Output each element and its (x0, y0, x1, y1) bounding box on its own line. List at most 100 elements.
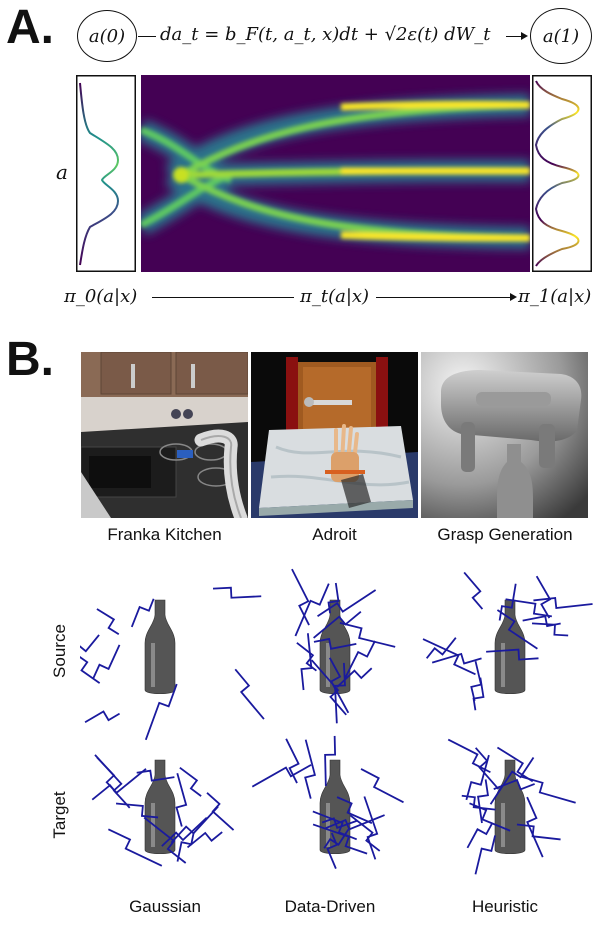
grasp-pose (291, 568, 310, 626)
grasp-pose (344, 640, 376, 679)
target-density-plot (532, 75, 592, 272)
grasp-pose (212, 586, 262, 599)
grasp-pose (496, 746, 534, 783)
grasp-pose (300, 633, 313, 691)
grasp-comparison-grid (80, 568, 593, 875)
grasp-pose (533, 597, 593, 609)
grasp-pose (336, 667, 373, 688)
env-caption-franka: Franka Kitchen (107, 525, 222, 544)
grasp-pose (312, 810, 358, 841)
grasp-pose (143, 816, 187, 864)
panel-a-label: A. (6, 1, 54, 54)
grasp-pose (170, 805, 219, 844)
grasp-pose (360, 768, 404, 804)
bottle (144, 599, 176, 695)
grasp-pose (84, 710, 121, 724)
grasp-pose (107, 828, 163, 867)
bottle-highlight (151, 643, 155, 687)
grasp-cell-r0-c0 (80, 586, 265, 741)
grasp-pose (535, 575, 552, 619)
grasp-cell-r1-c1 (251, 735, 404, 869)
grasp-pose (179, 766, 202, 797)
grasp-cell-r0-c1 (291, 568, 396, 724)
grasp-pose (94, 754, 131, 809)
bottle-highlight (326, 643, 330, 687)
grasp-generation-image (421, 352, 588, 518)
grasp-pose (422, 638, 476, 676)
adroit-image (251, 352, 418, 518)
initial-density-curve (79, 82, 120, 266)
row-label-source: Source (50, 624, 69, 678)
grasp-pose (447, 738, 491, 774)
initial-density-plot (76, 75, 136, 272)
grasp-pose (489, 757, 535, 805)
grasp-pose (312, 823, 368, 855)
pit-to-pi1-line (376, 297, 511, 299)
grasp-pose (461, 794, 496, 811)
start-node-label: a(0) (88, 25, 126, 47)
grasp-pose (80, 634, 100, 653)
grasp-pose (321, 817, 357, 829)
grasp-pose (465, 754, 490, 801)
pi1-label: π_1(a|x) (518, 286, 592, 307)
grasp-pose (96, 608, 120, 636)
panel-b-label: B. (6, 333, 54, 386)
grasp-pose (296, 642, 317, 672)
grasp-pose (463, 571, 484, 610)
grasp-pose (526, 796, 544, 858)
grasp-cell-r0-c2 (422, 571, 593, 711)
grasp-pose (496, 609, 538, 650)
grasp-pose (470, 660, 483, 702)
pi0-to-pit-line (152, 297, 294, 299)
grasp-pose (323, 829, 350, 849)
franka-kitchen-image (81, 352, 248, 518)
grasp-pose (474, 835, 496, 875)
env-caption-grasp: Grasp Generation (437, 525, 573, 544)
target-density-curve (534, 80, 580, 267)
grasp-pose (176, 832, 195, 862)
equation-line-left (138, 36, 156, 38)
bottle-highlight (501, 643, 505, 687)
pi0-label: π_0(a|x) (64, 286, 138, 307)
equation-arrowhead (521, 32, 528, 40)
grasp-pose (425, 637, 457, 659)
grasp-pose (304, 739, 316, 799)
grasp-pose (475, 747, 500, 790)
grasp-pose (493, 778, 535, 791)
grasp-cell-r1-c0 (91, 754, 235, 867)
grasp-cell-r1-c2 (447, 738, 576, 875)
grasp-pose (115, 802, 159, 819)
equation-arrow (506, 36, 524, 38)
grasp-pose (80, 655, 101, 684)
pit-label: π_t(a|x) (300, 286, 370, 307)
grasp-pose (317, 589, 377, 618)
grasp-pose (313, 611, 362, 639)
grasp-pose (234, 668, 265, 720)
col-caption-heuristic: Heuristic (471, 897, 539, 916)
sde-equation: da_t = b_F(t, a_t, x)dt + √2ε(t) dW_t (160, 24, 491, 45)
grasp-pose (486, 648, 539, 661)
grasp-pose (251, 764, 312, 788)
grasp-pose (313, 637, 357, 650)
end-node: a(1) (530, 8, 592, 64)
bottle (144, 759, 176, 855)
grasp-pose (466, 822, 494, 849)
grasp-pose (324, 735, 337, 787)
grasp-pose (92, 644, 121, 680)
grasp-pose (516, 823, 561, 841)
flow-heatmap (141, 75, 530, 272)
grasp-pose (161, 817, 208, 847)
grasp-pose (311, 659, 347, 716)
grasp-pose (294, 583, 330, 637)
grasp-pose (469, 802, 511, 832)
env-caption-adroit: Adroit (312, 525, 357, 544)
row-label-target: Target (50, 791, 69, 839)
grasp-pose (285, 738, 300, 784)
action-axis-label: a (56, 160, 68, 184)
grasp-pose (431, 652, 482, 665)
col-caption-data-driven: Data-Driven (284, 897, 376, 916)
bottle (494, 599, 526, 695)
grasp-pose (472, 677, 485, 711)
grasp-pose (326, 832, 338, 869)
grasp-pose (206, 792, 235, 831)
